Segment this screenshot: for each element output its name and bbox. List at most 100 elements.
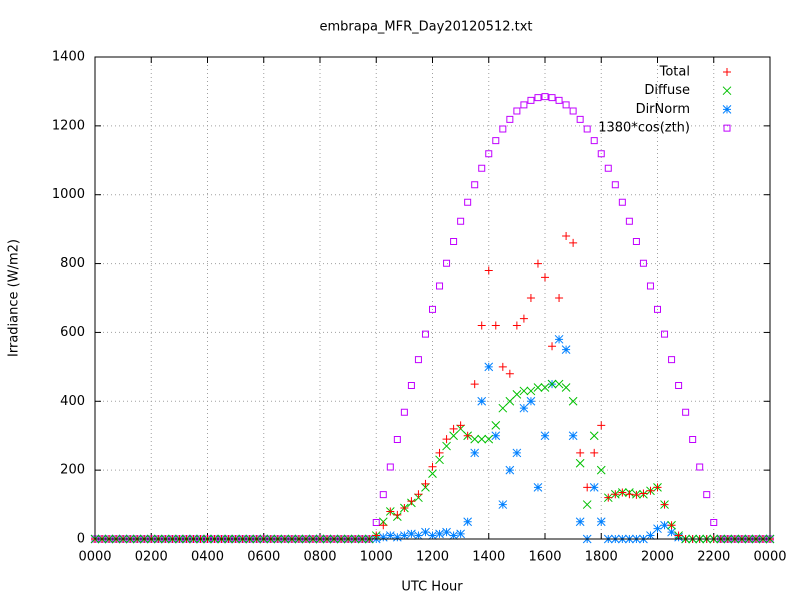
point — [464, 198, 472, 206]
point — [575, 517, 585, 527]
point — [632, 238, 640, 246]
point — [491, 431, 501, 441]
point — [435, 529, 444, 539]
point — [520, 101, 528, 109]
point — [449, 424, 458, 433]
point — [674, 531, 683, 540]
point — [477, 396, 487, 406]
x-tick-label: 0200 — [135, 550, 168, 565]
x-tick-label: 0000 — [753, 550, 786, 565]
point — [491, 421, 501, 430]
point — [414, 356, 422, 364]
point — [654, 305, 661, 313]
point — [512, 321, 521, 330]
point — [429, 305, 436, 313]
point — [639, 489, 648, 498]
point — [696, 463, 704, 471]
point — [653, 483, 662, 492]
point — [653, 524, 662, 534]
y-tick-label: 1200 — [52, 118, 85, 133]
point — [541, 93, 549, 101]
point — [414, 531, 423, 540]
point — [625, 217, 633, 225]
point — [533, 259, 542, 268]
point — [407, 529, 416, 539]
plot-border — [94, 56, 771, 540]
point — [491, 321, 500, 330]
point — [548, 94, 556, 102]
point — [512, 390, 522, 399]
point — [576, 115, 584, 123]
point — [568, 431, 578, 441]
point — [400, 408, 408, 416]
point — [421, 330, 429, 338]
point — [386, 507, 395, 516]
chart-title: embrapa_MFR_Day20120512.txt — [319, 20, 532, 35]
point — [498, 403, 508, 413]
x-tick-label: 1600 — [528, 550, 561, 565]
point — [442, 435, 451, 444]
point — [442, 527, 451, 537]
point — [590, 448, 599, 457]
point — [575, 458, 585, 468]
point — [667, 527, 676, 537]
point — [682, 408, 690, 416]
point — [470, 380, 479, 389]
point — [547, 379, 557, 389]
point — [618, 488, 627, 497]
point — [689, 436, 697, 444]
y-tick-label: 0 — [77, 532, 85, 547]
point — [498, 362, 507, 371]
point — [639, 259, 647, 267]
point — [604, 493, 613, 502]
point — [562, 101, 570, 109]
point — [675, 381, 683, 389]
point — [456, 421, 465, 430]
point — [386, 463, 394, 471]
point — [477, 321, 486, 330]
x-tick-label: 0400 — [191, 550, 224, 565]
point — [540, 383, 550, 392]
point — [505, 396, 515, 406]
point — [561, 383, 571, 392]
point — [583, 125, 591, 133]
point — [526, 386, 536, 396]
point — [378, 532, 388, 542]
point — [414, 490, 423, 499]
point — [498, 500, 508, 509]
series — [91, 93, 774, 543]
point — [618, 198, 626, 206]
x-tick-label: 0000 — [78, 550, 111, 565]
point — [407, 381, 415, 389]
point — [450, 238, 458, 246]
point — [443, 259, 451, 267]
point — [484, 266, 493, 275]
point — [661, 330, 669, 338]
point — [569, 107, 577, 115]
y-axis-label: Irradiance (W/m2) — [7, 239, 22, 357]
point — [668, 356, 676, 364]
x-tick-label: 1000 — [360, 550, 393, 565]
point — [526, 294, 535, 302]
legend-marker — [723, 124, 731, 132]
point — [379, 521, 388, 530]
point — [505, 369, 514, 378]
point — [534, 94, 542, 102]
point — [576, 448, 585, 457]
x-tick-label: 1800 — [585, 550, 618, 565]
point — [442, 441, 451, 451]
point — [421, 479, 430, 488]
x-axis-label: UTC Hour — [401, 580, 463, 595]
point — [632, 490, 641, 499]
y-tick-label: 600 — [60, 325, 85, 340]
point — [471, 181, 479, 189]
point — [407, 497, 416, 506]
legend-label: Diffuse — [644, 83, 690, 98]
point — [456, 529, 465, 539]
point — [379, 491, 387, 499]
point — [597, 150, 605, 158]
point — [596, 465, 606, 475]
point — [428, 462, 437, 471]
point — [436, 282, 444, 290]
point — [604, 164, 612, 172]
